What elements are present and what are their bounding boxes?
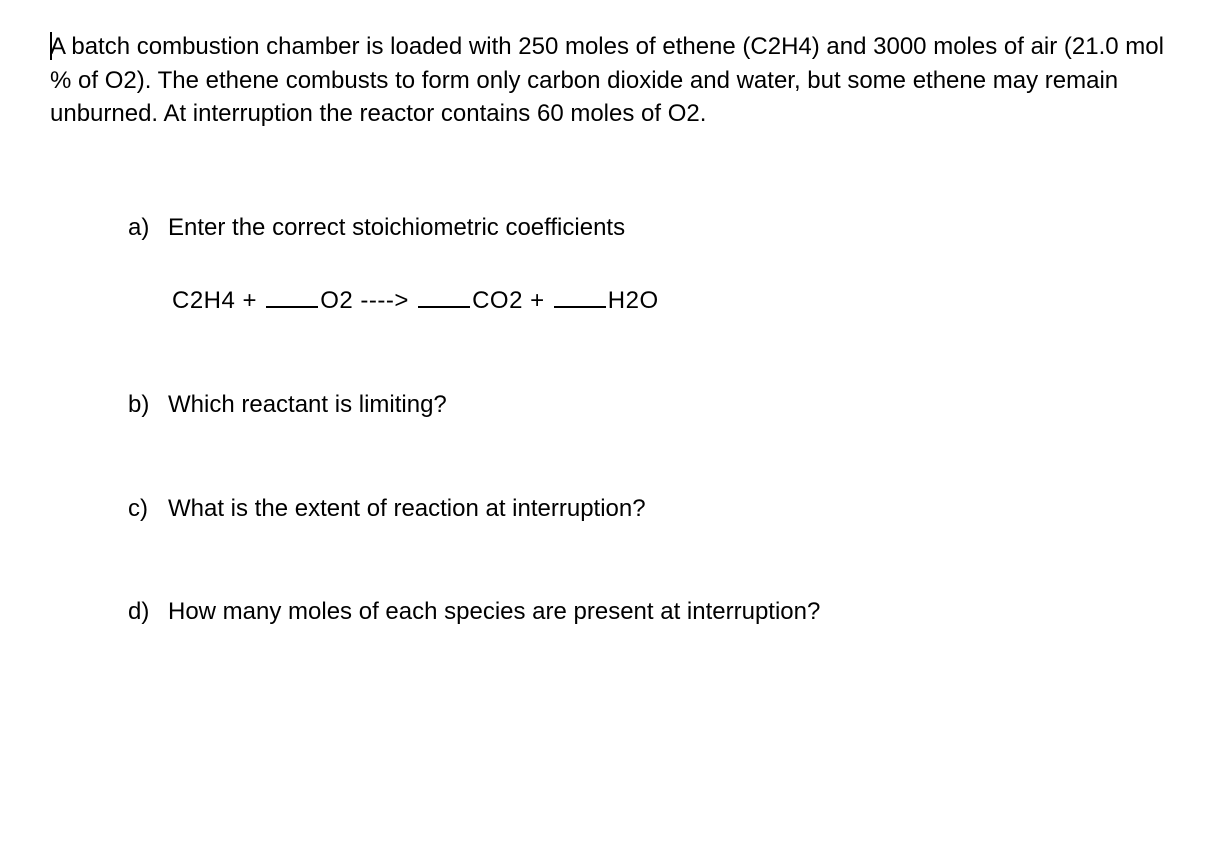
- question-b-text: Which reactant is limiting?: [168, 388, 1172, 422]
- problem-statement: A batch combustion chamber is loaded wit…: [50, 30, 1172, 131]
- question-c-label: c): [128, 492, 168, 526]
- eq-part2: O2 ---->: [320, 287, 416, 314]
- eq-part3: CO2 +: [472, 287, 552, 314]
- question-a-text: Enter the correct stoichiometric coeffic…: [168, 211, 1172, 245]
- question-b-content: Which reactant is limiting?: [168, 388, 1172, 422]
- question-a-label: a): [128, 211, 168, 318]
- question-d-text: How many moles of each species are prese…: [168, 595, 1172, 629]
- blank-co2-coeff[interactable]: [418, 284, 470, 308]
- problem-text: A batch combustion chamber is loaded wit…: [50, 33, 1164, 127]
- question-d: d) How many moles of each species are pr…: [128, 595, 1172, 629]
- question-a-content: Enter the correct stoichiometric coeffic…: [168, 211, 1172, 318]
- question-b-label: b): [128, 388, 168, 422]
- questions-list: a) Enter the correct stoichiometric coef…: [50, 211, 1172, 629]
- blank-h2o-coeff[interactable]: [554, 284, 606, 308]
- question-a: a) Enter the correct stoichiometric coef…: [128, 211, 1172, 318]
- question-c: c) What is the extent of reaction at int…: [128, 492, 1172, 526]
- blank-o2-coeff[interactable]: [266, 284, 318, 308]
- question-b: b) Which reactant is limiting?: [128, 388, 1172, 422]
- question-d-label: d): [128, 595, 168, 629]
- question-d-content: How many moles of each species are prese…: [168, 595, 1172, 629]
- eq-part4: H2O: [608, 287, 659, 314]
- equation: C2H4 + O2 ----> CO2 + H2O: [168, 284, 1172, 318]
- question-c-content: What is the extent of reaction at interr…: [168, 492, 1172, 526]
- question-c-text: What is the extent of reaction at interr…: [168, 492, 1172, 526]
- eq-part1: C2H4 +: [172, 287, 264, 314]
